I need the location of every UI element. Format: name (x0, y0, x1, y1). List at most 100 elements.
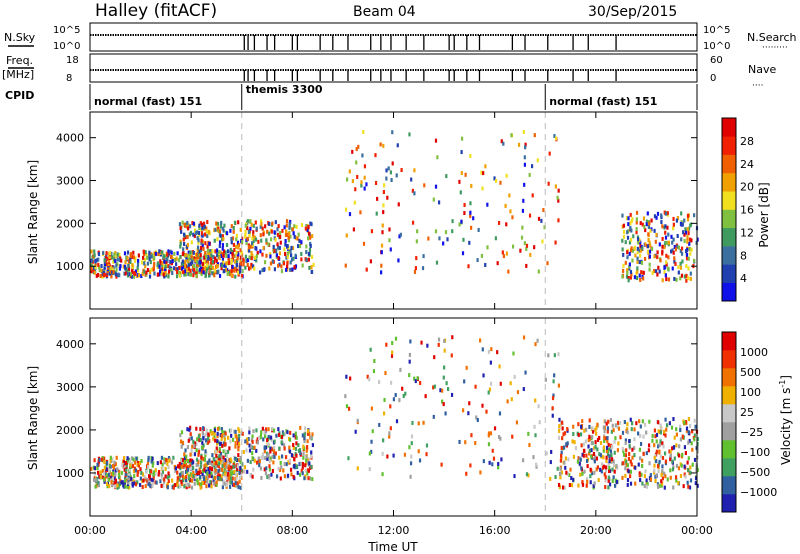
range-gate (653, 269, 656, 274)
range-gate (239, 255, 243, 260)
range-gate (271, 221, 274, 226)
range-gate (416, 229, 419, 234)
range-gate (148, 476, 151, 481)
range-gate (218, 426, 221, 431)
range-gate (614, 436, 617, 441)
range-gate (122, 483, 125, 488)
range-gate (196, 462, 200, 467)
range-gate (693, 418, 696, 423)
range-gate (441, 399, 444, 404)
range-gate (199, 464, 202, 469)
range-gate (202, 270, 205, 275)
range-gate (389, 247, 392, 252)
range-gate (271, 259, 274, 264)
range-gate (305, 244, 308, 249)
range-gate (451, 219, 454, 224)
range-gate (659, 258, 662, 263)
range-gate (263, 467, 266, 472)
range-gate (633, 245, 637, 250)
range-gate (461, 408, 465, 413)
range-gate (590, 440, 593, 445)
range-gate (622, 461, 625, 466)
range-gate (199, 255, 202, 260)
range-gate (250, 444, 253, 449)
range-gate (100, 263, 103, 268)
range-gate (424, 394, 427, 399)
range-gate (246, 219, 249, 224)
range-gate (172, 455, 175, 460)
range-gate (375, 211, 378, 216)
range-gate (151, 463, 154, 468)
range-gate (199, 248, 203, 253)
range-gate (229, 428, 233, 433)
range-gate (251, 434, 254, 439)
range-gate (248, 430, 251, 435)
range-gate (283, 443, 286, 448)
range-gate (243, 465, 246, 470)
range-gate (270, 438, 273, 443)
range-gate (221, 467, 224, 472)
range-gate (151, 483, 154, 488)
range-gate (163, 457, 166, 462)
range-gate (550, 449, 553, 454)
range-gate (249, 219, 252, 224)
range-gate (150, 254, 153, 259)
range-gate (487, 349, 491, 354)
range-gate (220, 427, 223, 432)
range-gate (218, 454, 221, 459)
range-gate (292, 433, 295, 438)
range-gate (209, 262, 213, 267)
range-gate (188, 232, 191, 237)
range-gate (599, 453, 602, 458)
range-gate (191, 256, 194, 261)
range-gate (554, 184, 557, 189)
range-gate (147, 479, 150, 484)
range-gate (389, 170, 392, 175)
range-gate (491, 462, 494, 467)
nsearch-label: N.Search (747, 31, 797, 44)
range-gate (537, 269, 540, 274)
range-gate (669, 453, 673, 458)
range-gate (633, 437, 636, 442)
range-gate (487, 442, 491, 447)
range-gate (203, 464, 206, 469)
range-gate (237, 485, 240, 490)
range-gate (655, 449, 658, 454)
range-gate (154, 468, 157, 473)
range-gate (527, 473, 530, 478)
range-gate (667, 255, 670, 260)
colorbar-tick-label: 16 (740, 204, 754, 217)
range-gate (156, 461, 159, 466)
range-gate (665, 262, 668, 267)
range-gate (269, 446, 272, 451)
range-gate (285, 223, 288, 228)
range-gate (684, 230, 688, 235)
colorbar-tick-label: 8 (740, 249, 747, 262)
range-gate (153, 261, 156, 266)
range-gate (643, 483, 646, 488)
range-gate (178, 273, 182, 278)
range-gate (671, 240, 674, 245)
range-gate (296, 470, 299, 475)
range-gate (639, 248, 643, 253)
range-gate (234, 480, 237, 485)
range-gate (556, 466, 559, 471)
range-gate (444, 230, 448, 235)
range-gate (126, 256, 129, 261)
range-gate (116, 485, 119, 490)
range-gate (190, 478, 194, 483)
range-gate (183, 459, 187, 464)
range-gate (177, 258, 181, 263)
range-gate (217, 471, 220, 476)
range-gate (605, 455, 608, 460)
range-gate (687, 467, 690, 472)
range-gate (569, 467, 572, 472)
range-gate (111, 476, 115, 481)
range-gate (219, 460, 222, 465)
range-gate (673, 276, 676, 281)
range-gate (244, 229, 247, 234)
range-gate (658, 449, 661, 454)
range-gate (685, 252, 689, 257)
range-gate (133, 258, 137, 263)
